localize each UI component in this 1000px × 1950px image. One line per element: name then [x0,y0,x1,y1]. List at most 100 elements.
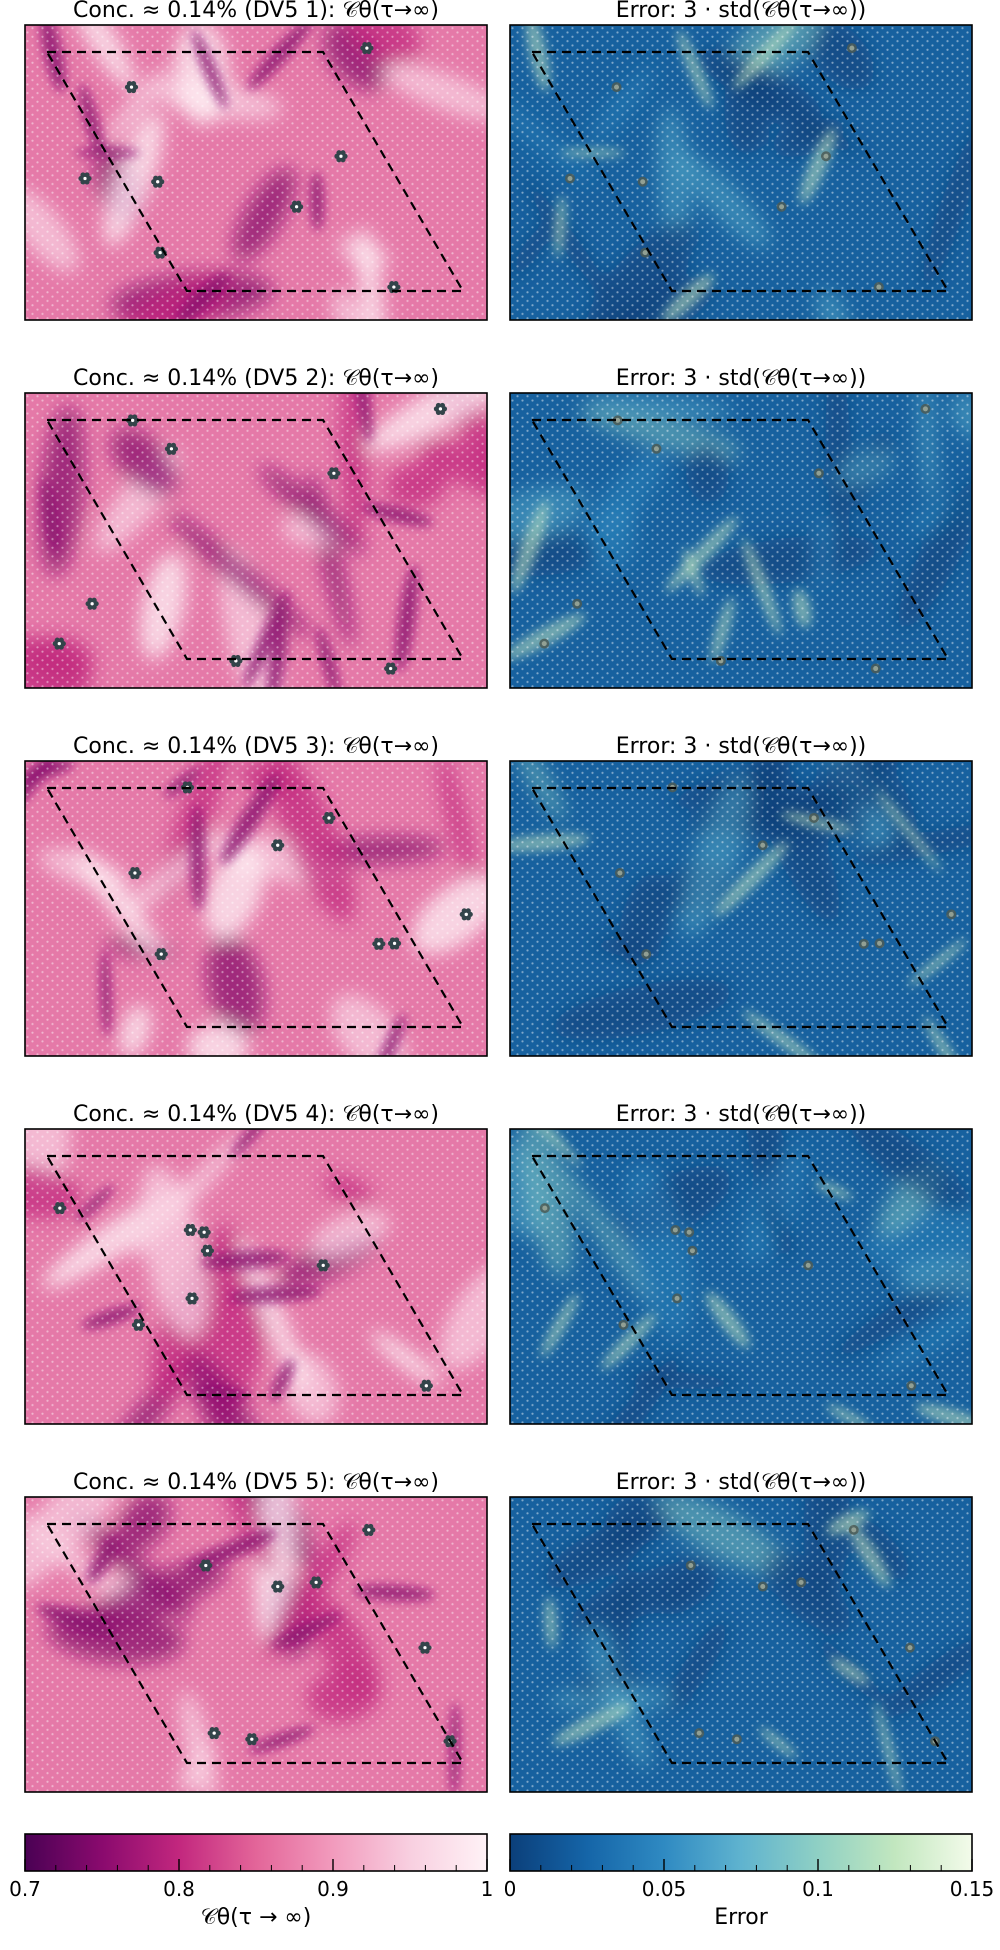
defect-marker [687,1245,698,1256]
colorbar-gradient [510,1834,972,1871]
defect-marker [271,1580,285,1593]
defect-marker [672,1293,683,1304]
defect-marker [360,42,374,55]
defect-marker [651,443,662,454]
colorbar-label: Error [714,1905,769,1930]
panel-title: Conc. ≈ 0.14% (DV5 5): 𝒞θ(τ→∞) [73,1470,439,1495]
colorbar-frame [24,1833,488,1872]
defect-marker [154,948,168,961]
panel-frame [24,1496,488,1793]
defect-marker [151,175,165,188]
defect-marker [433,402,448,415]
lattice-overlay [25,761,487,1056]
supercell-outline [45,786,465,1029]
defect-marker [200,1244,215,1257]
panel-frame [509,1128,973,1425]
defect-marker [904,1642,915,1653]
defect-marker [124,81,139,94]
heatmap-panel: Error: 3 · std(𝒞θ(τ→∞)) [509,1102,973,1425]
defect-marker [906,1380,917,1391]
defect-marker [803,1260,814,1271]
panel-title: Error: 3 · std(𝒞θ(τ→∞)) [616,366,867,391]
defect-marker [539,1203,550,1214]
defect-marker [322,811,336,825]
heatmap-panel: Error: 3 · std(𝒞θ(τ→∞)) [509,734,973,1057]
heatmap-panel: Conc. ≈ 0.14% (DV5 5): 𝒞θ(τ→∞) [24,1470,488,1793]
defect-marker [757,1581,768,1592]
defect-marker [372,937,386,950]
defect-marker [776,201,787,212]
panel-frame [24,760,488,1057]
heatmap-panel: Conc. ≈ 0.14% (DV5 4): 𝒞θ(τ→∞) [24,1102,488,1425]
panel-frame [509,1496,973,1793]
defect-marker [197,1226,211,1239]
supercell-outline [45,418,465,661]
lattice-overlay [510,393,972,688]
defect-marker [694,1728,705,1739]
colorbar-tick-label: 0.15 [950,1877,995,1901]
colorbar-tick-label: 1 [481,1877,494,1901]
heatmap-panel: Error: 3 · std(𝒞θ(τ→∞)) [509,1470,973,1793]
defect-marker [78,172,92,185]
defect-marker [418,1641,432,1654]
defect-marker [128,866,142,880]
defect-marker [419,1379,433,1392]
defect-marker [796,1577,807,1588]
panel-title: Error: 3 · std(𝒞θ(τ→∞)) [616,1470,867,1495]
supercell-outline [530,1522,950,1765]
lattice-overlay [510,761,972,1056]
colorbar-tick-label: 0.7 [9,1877,41,1901]
defect-marker [731,1734,742,1745]
defect-marker [858,938,869,949]
colorbar-tick-label: 0.05 [642,1877,687,1901]
lattice-overlay [510,25,972,320]
supercell-outline [45,50,465,293]
defect-marker [874,938,885,949]
defect-marker [539,638,550,649]
defect-marker [611,82,622,93]
panel-title: Conc. ≈ 0.14% (DV5 4): 𝒞θ(τ→∞) [73,1102,439,1127]
defect-marker [641,949,652,960]
panel-title: Conc. ≈ 0.14% (DV5 1): 𝒞θ(τ→∞) [73,0,439,23]
defect-marker [757,840,768,851]
panel-title: Error: 3 · std(𝒞θ(τ→∞)) [616,1102,867,1127]
defect-marker [572,598,583,609]
colorbar-tick-label: 0.1 [802,1877,834,1901]
panel-frame [24,1128,488,1425]
supercell-outline [45,1522,465,1765]
supercell-outline [530,418,950,661]
heatmap-panel: Error: 3 · std(𝒞θ(τ→∞)) [509,0,973,321]
defect-marker [612,415,623,426]
defect-marker [309,1576,323,1589]
defect-marker [614,868,625,879]
defect-marker [199,1559,213,1572]
panel-frame [509,24,973,321]
supercell-outline [45,1154,465,1397]
defect-marker [387,937,402,950]
colorbar-frame [509,1833,973,1872]
defect-marker [564,173,575,184]
defect-marker [316,1259,330,1272]
colorbar-error: 0 0.05 0.1 0.15 Error [504,1833,995,1930]
lattice-overlay [510,1129,972,1424]
lattice-overlay [25,1497,487,1792]
panel-title: Conc. ≈ 0.14% (DV5 3): 𝒞θ(τ→∞) [73,734,439,759]
supercell-outline [530,50,950,293]
defect-marker [53,1202,67,1215]
colorbar-tick-label: 0.9 [317,1877,349,1901]
defect-marker [459,908,473,921]
defect-marker [85,597,99,610]
panel-frame [24,24,488,321]
defect-marker [289,200,304,213]
defect-marker [820,151,831,162]
defect-marker [384,662,398,675]
supercell-outline [530,1154,950,1397]
defect-marker [185,1292,199,1305]
heatmap-panel: Conc. ≈ 0.14% (DV5 1): 𝒞θ(τ→∞) [24,0,488,321]
defect-marker [873,282,884,293]
defect-marker [637,176,648,187]
defect-marker [848,1524,859,1535]
defect-marker [183,1223,197,1237]
panel-frame [509,760,973,1057]
